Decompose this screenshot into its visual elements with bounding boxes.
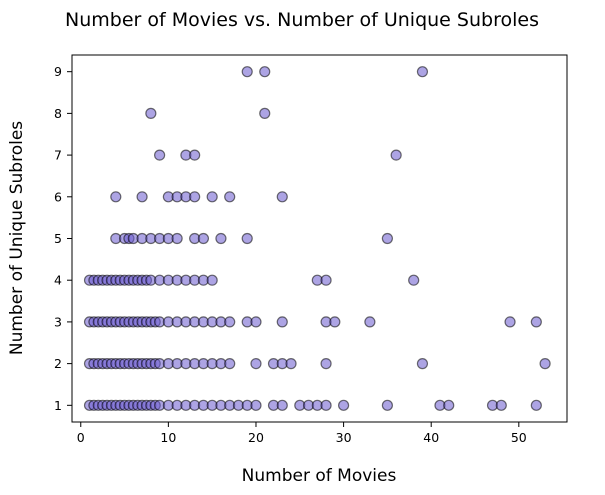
data-point	[416, 66, 429, 78]
data-point	[224, 191, 236, 203]
y-tick-label: 3	[54, 314, 62, 329]
data-point	[320, 358, 332, 370]
data-point	[337, 399, 350, 411]
data-point	[530, 316, 542, 328]
data-point	[408, 274, 420, 286]
data-point	[390, 149, 402, 161]
data-points	[83, 66, 551, 411]
plot-area-frame	[71, 54, 568, 423]
data-point	[416, 358, 429, 370]
y-tick-label: 2	[54, 356, 62, 371]
data-point	[381, 232, 393, 245]
data-point	[171, 232, 183, 245]
x-tick-label: 50	[511, 430, 527, 445]
y-tick-label: 1	[54, 398, 62, 413]
y-tick-label: 8	[54, 106, 62, 121]
data-point	[224, 316, 236, 328]
data-point	[320, 399, 332, 411]
data-point	[206, 191, 218, 203]
data-point	[241, 66, 253, 78]
chart-title: Number of Movies vs. Number of Unique Su…	[65, 9, 539, 31]
y-tick-label: 6	[54, 189, 62, 204]
y-tick-label: 4	[54, 273, 62, 288]
data-point	[259, 107, 271, 119]
data-point	[250, 399, 262, 411]
data-point	[250, 316, 262, 328]
data-point	[136, 191, 148, 203]
data-point	[530, 399, 542, 411]
data-point	[539, 358, 551, 370]
data-point	[145, 107, 157, 119]
data-point	[276, 399, 288, 411]
data-point	[206, 274, 218, 286]
data-point	[504, 316, 516, 328]
data-point	[154, 149, 166, 161]
data-point	[250, 358, 262, 370]
data-point	[224, 358, 236, 370]
data-point	[197, 232, 210, 245]
data-point	[285, 358, 297, 370]
x-axis-label: Number of Movies	[242, 466, 397, 486]
data-point	[215, 232, 227, 245]
x-tick-label: 0	[77, 430, 85, 445]
data-point	[276, 191, 288, 203]
data-point	[259, 66, 271, 78]
axis-ticks: 0 10 20 30 40 50 1 2 3 4 5 6 7 8 9	[54, 64, 527, 445]
data-point	[329, 316, 341, 328]
data-point	[110, 191, 122, 203]
y-axis-label: Number of Unique Subroles	[7, 121, 27, 355]
y-tick-label: 5	[54, 231, 62, 246]
data-point	[320, 274, 332, 286]
x-tick-label: 20	[248, 430, 264, 445]
x-tick-label: 40	[423, 430, 439, 445]
y-tick-label: 9	[54, 64, 62, 79]
data-point	[364, 316, 376, 328]
data-point	[443, 399, 455, 411]
data-point	[189, 191, 201, 203]
x-tick-label: 30	[336, 430, 352, 445]
x-tick-label: 10	[160, 430, 176, 445]
data-point	[381, 399, 393, 411]
data-point	[241, 232, 253, 245]
data-point	[189, 149, 201, 161]
y-tick-label: 7	[54, 148, 62, 163]
data-point	[276, 316, 288, 328]
data-point	[495, 399, 507, 411]
